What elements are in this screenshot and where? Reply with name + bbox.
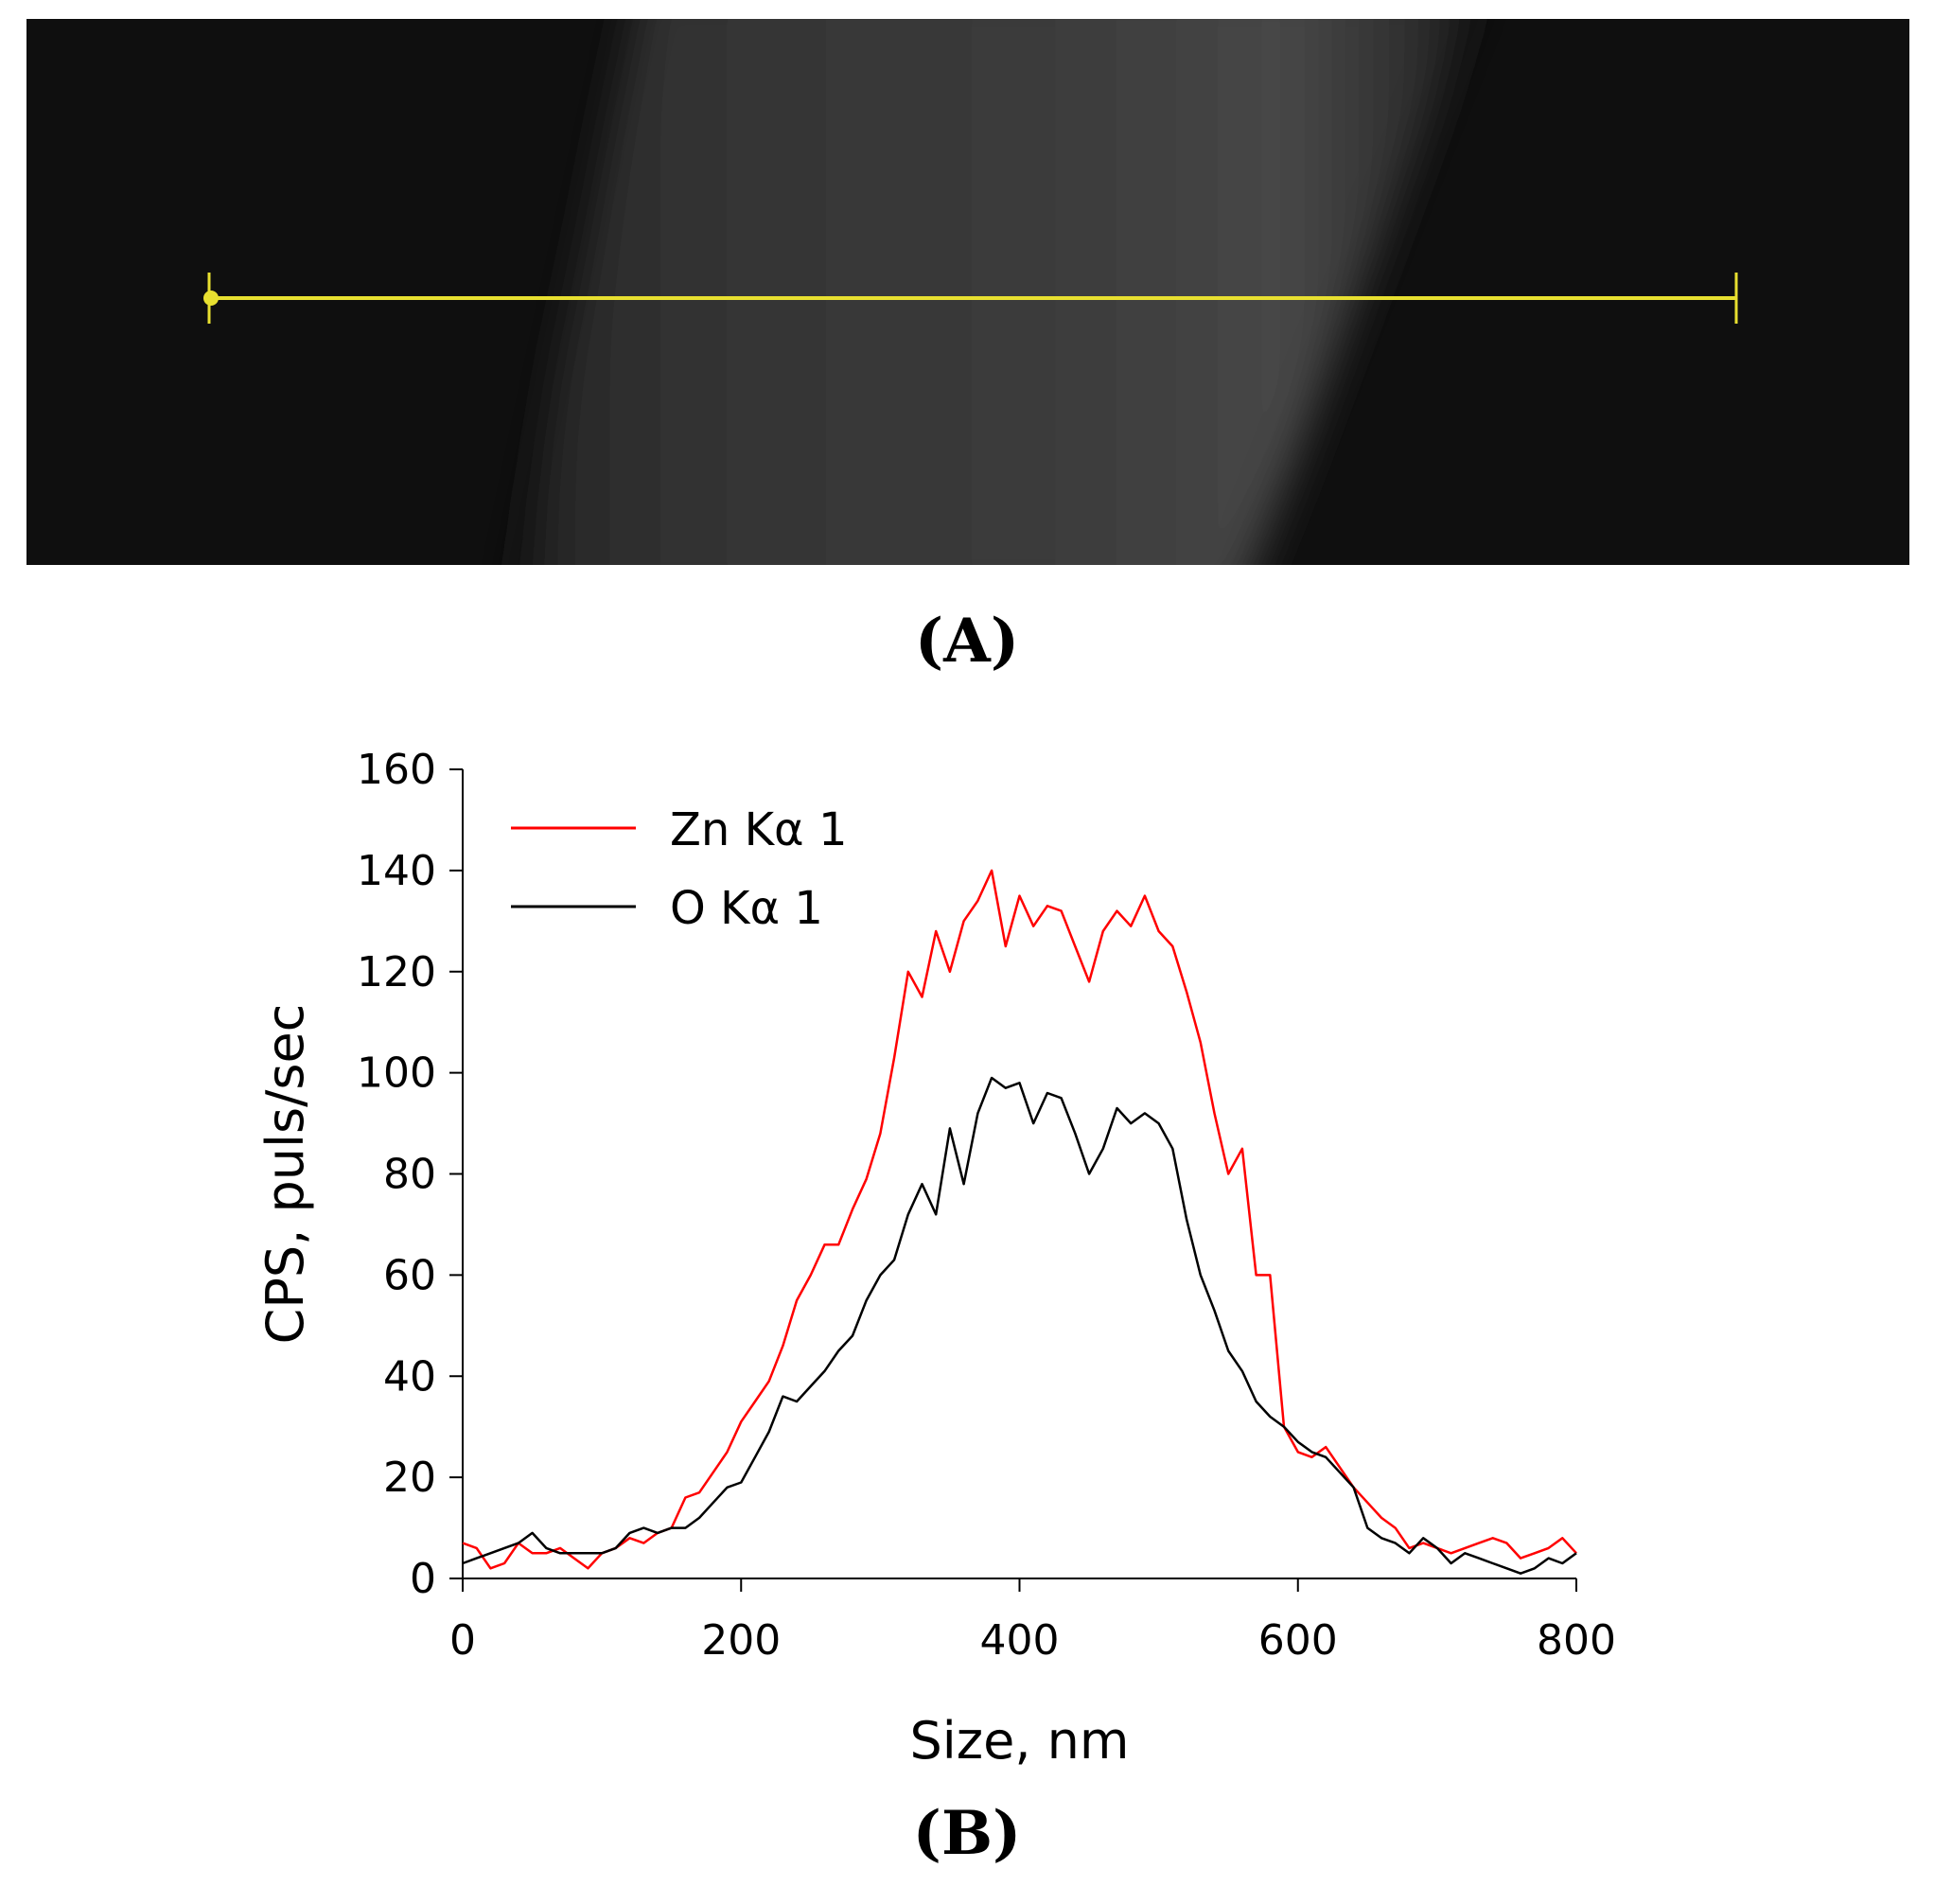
tem-micrograph [26, 19, 1909, 565]
x-tick-label: 0 [449, 1616, 476, 1665]
x-tick-label: 200 [701, 1616, 781, 1665]
legend-label: Zn Kα 1 [670, 803, 847, 856]
x-tick-label: 600 [1258, 1616, 1338, 1665]
chart-axes [462, 769, 1576, 1579]
linescan-start-point [203, 291, 219, 306]
series-line-o [462, 1076, 1577, 1575]
nanofiber [518, 19, 1469, 565]
linescan-path [203, 273, 1738, 324]
y-tick-label: 20 [383, 1454, 436, 1502]
y-tick-label: 100 [357, 1049, 436, 1098]
panel-a-label: (A) [914, 606, 1020, 677]
series-line-zn [462, 869, 1577, 1570]
y-tick-label: 60 [383, 1251, 436, 1299]
x-ticks: 0 200 400 600 800 [449, 1578, 1616, 1665]
x-tick-label: 400 [980, 1616, 1060, 1665]
panel-b-label: (B) [912, 1798, 1022, 1869]
y-tick-label: 80 [383, 1151, 436, 1199]
legend-label: O Kα 1 [670, 882, 823, 935]
x-tick-label: 800 [1537, 1616, 1616, 1665]
series-group [462, 869, 1577, 1575]
y-tick-label: 120 [357, 948, 436, 996]
x-axis-label: Size, nm [909, 1711, 1129, 1771]
tem-image [26, 19, 1909, 565]
y-ticks: 0 20 40 60 80 100 120 140 160 [357, 746, 463, 1603]
y-tick-label: 40 [383, 1352, 436, 1401]
y-tick-label: 160 [357, 746, 436, 794]
linescan-chart: 0 20 40 60 80 100 120 140 160 0 200 400 600 800 Zn K… [0, 719, 1934, 1792]
y-axis-label: CPS, puls/sec [255, 1004, 315, 1345]
y-tick-label: 0 [410, 1555, 436, 1603]
legend: Zn Kα 1 O Kα 1 [511, 803, 847, 935]
y-tick-label: 140 [357, 847, 436, 895]
chart-svg: 0 20 40 60 80 100 120 140 160 0 200 400 600 800 Zn K… [255, 746, 1616, 1771]
